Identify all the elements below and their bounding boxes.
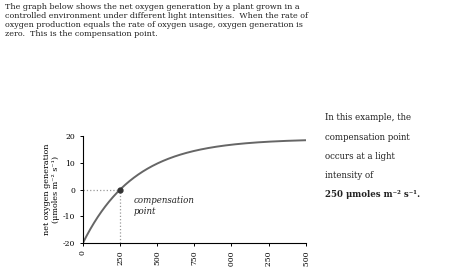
Text: compensation point: compensation point [325,133,410,142]
Text: intensity of: intensity of [325,171,373,180]
Text: In this example, the: In this example, the [325,113,411,123]
Y-axis label: net oxygen generation
(μmoles m⁻² s⁻¹): net oxygen generation (μmoles m⁻² s⁻¹) [43,144,60,235]
Text: compensation
point: compensation point [134,196,194,216]
Text: 250 μmoles m⁻² s⁻¹.: 250 μmoles m⁻² s⁻¹. [325,190,420,199]
Text: The graph below shows the net oxygen generation by a plant grown in a
controlled: The graph below shows the net oxygen gen… [5,3,308,38]
Text: occurs at a light: occurs at a light [325,152,394,161]
